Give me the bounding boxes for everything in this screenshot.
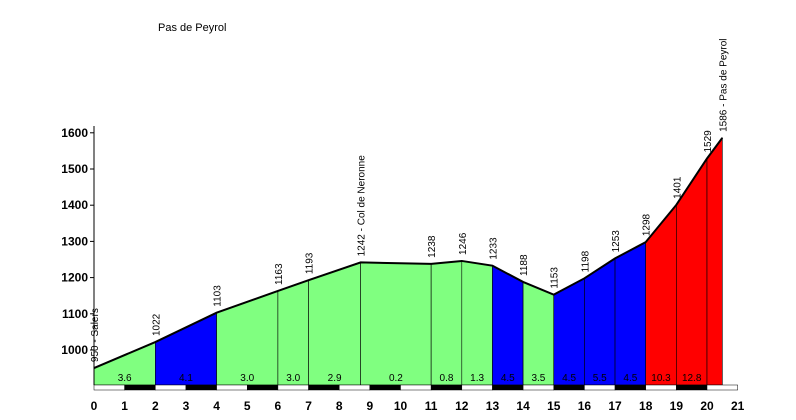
elevation-label: 1193 (305, 252, 316, 274)
gradient-label: 3.0 (286, 373, 300, 384)
km-scale-block (614, 384, 646, 391)
elevation-label: 1153 (550, 267, 561, 289)
gradient-segment (584, 257, 616, 386)
km-scale-block (706, 384, 738, 391)
elevation-label: 1242 - Col de Neronne (357, 155, 368, 257)
km-scale-block (124, 384, 156, 391)
gradient-segment (360, 262, 432, 386)
km-scale-block (553, 384, 585, 391)
x-tick-label: 9 (367, 399, 374, 413)
gradient-segment (492, 265, 524, 386)
gradient-label: 12.8 (682, 373, 702, 384)
km-scale-block (676, 384, 708, 391)
km-scale-block (308, 384, 340, 391)
x-tick-label: 3 (183, 399, 190, 413)
gradient-segment (614, 241, 647, 386)
elevation-label: 1188 (519, 254, 530, 276)
elevation-label: 1246 (458, 232, 469, 255)
km-scale-block (93, 384, 125, 391)
km-scale-block (247, 384, 279, 391)
y-tick-label: 1500 (61, 162, 88, 176)
km-scale-block (492, 384, 524, 391)
gradient-segment (277, 279, 309, 386)
elevation-label: 950 - Salers (90, 308, 101, 362)
elevation-label: 1103 (213, 285, 224, 307)
x-tick-label: 15 (547, 399, 561, 413)
gradient-label: 3.6 (118, 373, 132, 384)
x-tick-label: 11 (425, 399, 438, 413)
km-scale-block (277, 384, 309, 391)
gradient-segment (522, 281, 555, 386)
x-tick-label: 21 (731, 399, 745, 413)
x-tick-label: 5 (244, 399, 251, 413)
x-tick-label: 4 (213, 399, 220, 413)
gradient-label: 3.5 (531, 373, 545, 384)
km-scale-block (430, 384, 463, 391)
elevation-label: 1529 (703, 130, 714, 153)
gradient-label: 5.5 (593, 373, 607, 384)
x-tick-label: 14 (516, 399, 530, 413)
y-tick-label: 1000 (61, 343, 88, 357)
x-tick-label: 10 (394, 399, 408, 413)
gradient-segment (308, 261, 361, 386)
x-tick-label: 12 (455, 399, 469, 413)
y-tick-label: 1200 (61, 271, 88, 285)
elevation-label: 1022 (151, 313, 162, 336)
elevation-label: 1233 (488, 237, 499, 260)
x-tick-label: 13 (486, 399, 500, 413)
km-scale-block (338, 384, 371, 391)
x-tick-label: 2 (152, 399, 159, 413)
gradient-label: 0.2 (389, 373, 403, 384)
km-scale-block (584, 384, 616, 391)
km-scale-block (400, 384, 432, 391)
elevation-label: 1163 (274, 263, 285, 285)
x-tick-label: 1 (121, 399, 128, 413)
chart-title: Pas de Peyrol (158, 22, 227, 34)
x-tick-label: 20 (700, 399, 714, 413)
gradient-segment (461, 260, 493, 386)
km-scale-block (522, 384, 554, 391)
y-tick-label: 1100 (62, 307, 88, 321)
x-tick-label: 6 (275, 399, 282, 413)
km-scale-block (461, 384, 493, 391)
gradient-segment (706, 136, 723, 386)
elevation-label: 1238 (427, 235, 438, 258)
x-tick-label: 19 (670, 399, 684, 413)
km-scale-block (369, 384, 401, 391)
gradient-label: 1.3 (470, 373, 484, 384)
x-tick-label: 18 (639, 399, 653, 413)
gradient-label: 10.3 (651, 373, 671, 384)
gradient-label: 3.0 (240, 373, 254, 384)
profile-line (93, 137, 724, 370)
km-scale-block (155, 384, 187, 391)
gradient-segment (216, 290, 279, 386)
gradient-label: 4.5 (623, 373, 637, 384)
km-scale-block (645, 384, 677, 391)
y-tick-label: 1600 (61, 126, 88, 140)
elevation-label: 1401 (672, 176, 683, 199)
x-tick-label: 17 (608, 399, 622, 413)
x-tick-label: 8 (336, 399, 343, 413)
y-tick-label: 1400 (61, 198, 88, 212)
gradient-label: 4.5 (562, 373, 576, 384)
elevation-label: 1198 (580, 250, 591, 272)
gradient-segment (553, 277, 585, 386)
elevation-label: 1298 (642, 213, 653, 236)
x-tick-label: 16 (578, 399, 592, 413)
km-scale-block (185, 384, 217, 391)
gradient-label: 0.8 (440, 373, 454, 384)
gradient-segment (430, 260, 463, 386)
x-tick-label: 7 (305, 399, 312, 413)
elevation-label: 1253 (611, 230, 622, 253)
elevation-label: 1586 - Pas de Peyrol (718, 38, 729, 131)
gradient-label: 2.9 (328, 373, 342, 384)
km-scale-block (216, 384, 248, 391)
x-tick-label: 0 (91, 399, 98, 413)
y-tick-label: 1300 (61, 234, 88, 248)
gradient-label: 4.5 (501, 373, 515, 384)
gradient-label: 4.1 (179, 373, 193, 384)
